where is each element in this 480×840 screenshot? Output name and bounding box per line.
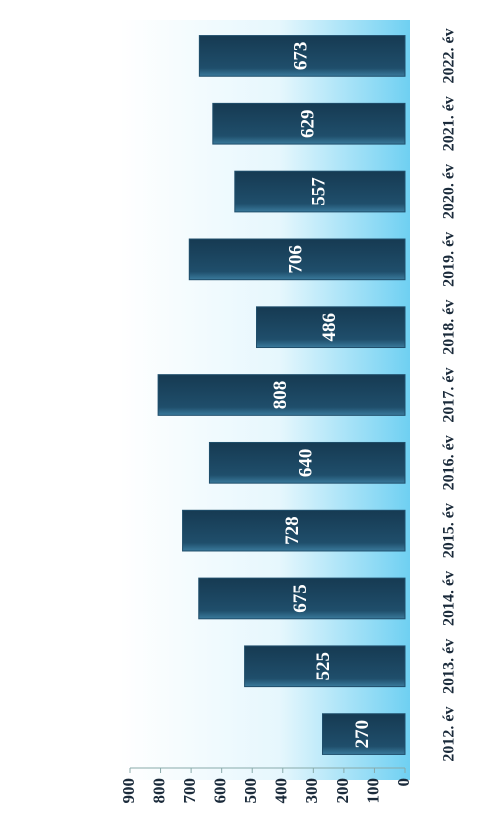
y-tick-label: 300 (302, 778, 321, 804)
y-tick-label: 200 (333, 778, 352, 804)
y-tick-label: 500 (241, 778, 260, 804)
x-tick-label: 2016. év (441, 435, 458, 490)
bar (198, 577, 406, 620)
x-tick-label: 2012. év (441, 707, 458, 762)
x-tick-label: 2021. év (441, 96, 458, 151)
y-tick-label: 600 (211, 778, 230, 804)
y-tick-label: 0 (394, 778, 413, 787)
x-tick-label: 2013. év (441, 639, 458, 694)
value-label: 808 (270, 381, 291, 410)
y-tick-label: 900 (119, 778, 138, 804)
bar (208, 441, 406, 484)
x-tick-label: 2022. év (441, 28, 458, 83)
x-tick-label: 2020. év (441, 164, 458, 219)
bar (322, 713, 406, 755)
y-tick-label: 700 (180, 778, 199, 804)
bar (182, 509, 406, 552)
bar (188, 238, 406, 281)
bar (157, 374, 406, 416)
y-tick-label: 800 (149, 778, 168, 804)
bar (256, 306, 406, 349)
value-label: 557 (308, 177, 329, 206)
x-tick-label: 2017. év (441, 367, 458, 422)
value-label: 675 (290, 584, 311, 613)
x-tick-label: 2015. év (441, 503, 458, 558)
rotated-chart: 0 100 200 300 400 500 600 700 800 900 2012. év 270 2… (119, 28, 458, 803)
value-label: 525 (313, 652, 334, 681)
value-label: 640 (296, 449, 317, 478)
bar (212, 102, 406, 145)
value-label: 270 (352, 720, 373, 749)
value-label: 629 (297, 109, 318, 138)
value-label: 728 (282, 516, 303, 545)
bar (234, 170, 406, 213)
y-tick-label: 100 (363, 778, 382, 804)
value-label: 706 (285, 245, 306, 274)
bar (244, 645, 406, 688)
y-tick-label: 400 (272, 778, 291, 804)
x-tick-label: 2019. év (441, 232, 458, 287)
x-tick-label: 2018. év (441, 300, 458, 355)
value-label: 673 (291, 42, 312, 71)
x-tick-label: 2014. év (441, 571, 458, 626)
value-label: 486 (319, 313, 340, 342)
bar (198, 35, 406, 77)
